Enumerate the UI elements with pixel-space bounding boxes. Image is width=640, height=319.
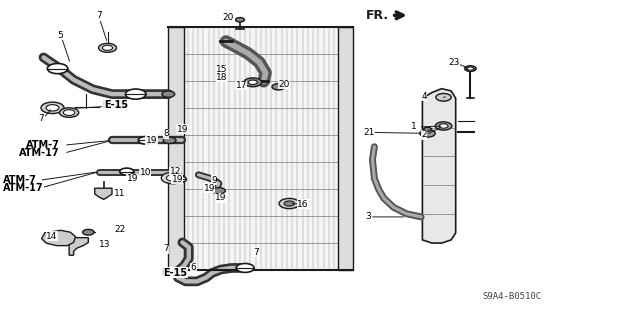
Circle shape (435, 122, 452, 130)
Circle shape (272, 84, 285, 90)
Bar (168, 27, 184, 270)
Circle shape (102, 45, 113, 50)
Circle shape (172, 176, 186, 183)
Polygon shape (69, 238, 88, 255)
Polygon shape (422, 89, 456, 243)
Polygon shape (42, 230, 76, 246)
Circle shape (248, 80, 257, 85)
Circle shape (236, 18, 244, 22)
Text: E-15: E-15 (161, 268, 186, 278)
Text: 4: 4 (421, 92, 427, 101)
Circle shape (212, 188, 225, 194)
Bar (182, 27, 339, 270)
Text: FR.: FR. (366, 9, 389, 22)
Text: ATM-17: ATM-17 (3, 183, 44, 193)
Text: ATM-7: ATM-7 (26, 140, 60, 150)
Text: 7: 7 (163, 244, 169, 253)
Text: E-15: E-15 (163, 268, 188, 278)
Text: 20: 20 (278, 80, 290, 89)
Circle shape (63, 110, 75, 115)
Bar (338, 27, 353, 270)
Circle shape (60, 108, 79, 117)
Text: 7: 7 (38, 114, 44, 122)
Circle shape (467, 67, 474, 70)
Text: 19: 19 (172, 175, 183, 184)
Text: 23: 23 (448, 58, 460, 67)
Text: 18: 18 (216, 73, 228, 82)
Text: 12: 12 (170, 167, 181, 176)
Text: 11: 11 (114, 189, 125, 198)
Circle shape (162, 91, 175, 97)
Text: 19: 19 (177, 125, 188, 134)
Text: E-15: E-15 (104, 100, 129, 110)
Circle shape (41, 102, 64, 114)
Circle shape (424, 127, 431, 131)
Text: S9A4-B0510C: S9A4-B0510C (483, 292, 541, 301)
Text: 19: 19 (146, 136, 157, 145)
Circle shape (99, 43, 116, 52)
Text: 14: 14 (46, 232, 58, 241)
Circle shape (166, 175, 179, 181)
Text: 9: 9 (211, 176, 217, 185)
Circle shape (284, 201, 294, 206)
Text: ATM-17: ATM-17 (19, 148, 60, 158)
Circle shape (125, 89, 146, 99)
Text: 19: 19 (127, 174, 138, 183)
Text: 17: 17 (236, 81, 247, 90)
Text: 3: 3 (365, 212, 371, 221)
Circle shape (244, 78, 262, 87)
Text: E-15: E-15 (102, 100, 127, 110)
Circle shape (436, 93, 451, 101)
Circle shape (439, 124, 448, 128)
Text: 19: 19 (215, 193, 227, 202)
Text: 8: 8 (163, 130, 169, 138)
Circle shape (46, 105, 59, 111)
Text: 15: 15 (216, 65, 228, 74)
Circle shape (465, 66, 476, 71)
Polygon shape (95, 188, 112, 199)
Circle shape (420, 130, 435, 137)
Text: 16: 16 (297, 200, 308, 209)
Text: 2: 2 (421, 130, 427, 139)
Circle shape (163, 137, 176, 144)
Text: 1: 1 (411, 122, 417, 131)
Circle shape (138, 137, 154, 144)
Circle shape (161, 172, 184, 184)
Text: 20: 20 (223, 13, 234, 22)
Text: 21: 21 (364, 128, 375, 137)
Text: 10: 10 (140, 168, 151, 177)
Circle shape (47, 63, 68, 74)
Text: 7: 7 (253, 248, 259, 256)
Text: 13: 13 (99, 241, 111, 249)
Text: 19: 19 (204, 184, 215, 193)
Text: 5: 5 (58, 31, 63, 40)
Circle shape (279, 198, 300, 209)
Text: 7: 7 (96, 11, 102, 20)
Text: 22: 22 (114, 225, 125, 234)
Circle shape (236, 263, 254, 272)
Text: 6: 6 (191, 263, 196, 272)
Circle shape (83, 229, 94, 235)
Text: ATM-7: ATM-7 (3, 175, 37, 185)
Circle shape (120, 168, 134, 175)
